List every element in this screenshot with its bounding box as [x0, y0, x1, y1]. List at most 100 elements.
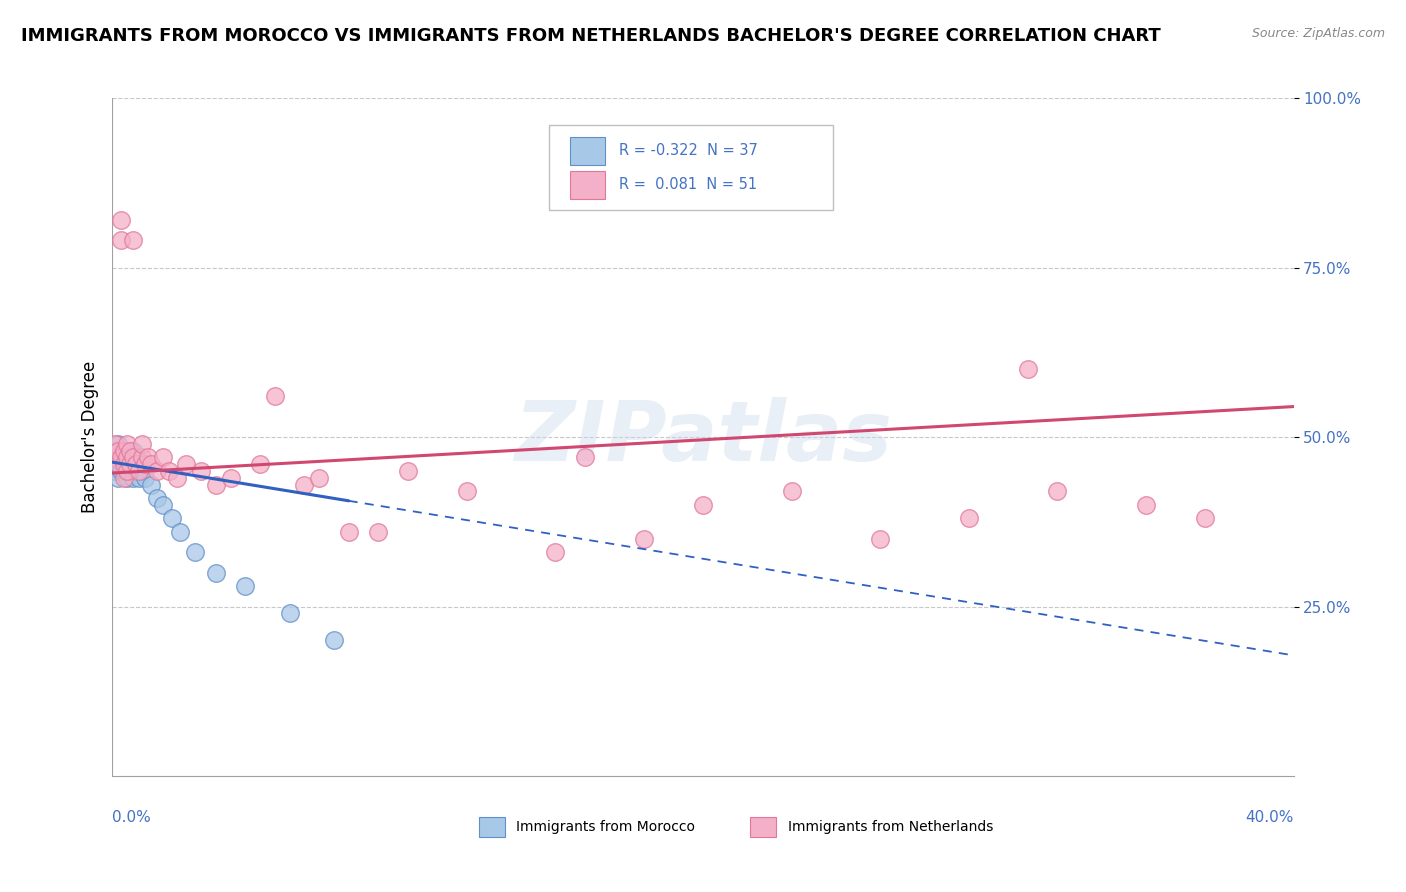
Point [780, 484, 803, 499]
Text: ZIPatlas: ZIPatlas [515, 397, 891, 477]
Point [146, 491, 169, 505]
Point [205, 566, 228, 580]
Point [131, 450, 153, 465]
Point [134, 471, 156, 485]
Text: IMMIGRANTS FROM MOROCCO VS IMMIGRANTS FROM NETHERLANDS BACHELOR'S DEGREE CORRELA: IMMIGRANTS FROM MOROCCO VS IMMIGRANTS FR… [21, 27, 1161, 45]
Point [152, 498, 174, 512]
Point [110, 464, 132, 478]
Point [112, 457, 135, 471]
Point [134, 457, 156, 471]
Point [120, 464, 142, 478]
Point [692, 498, 714, 512]
Point [110, 450, 132, 465]
Point [107, 471, 129, 485]
Point [131, 464, 153, 478]
Point [139, 477, 162, 491]
Text: Source: ZipAtlas.com: Source: ZipAtlas.com [1251, 27, 1385, 40]
Point [125, 457, 148, 471]
Point [367, 524, 389, 539]
Point [574, 450, 596, 465]
Point [278, 607, 301, 621]
FancyBboxPatch shape [550, 125, 832, 210]
Point [190, 464, 212, 478]
FancyBboxPatch shape [569, 170, 605, 199]
Point [136, 450, 159, 465]
Point [125, 464, 148, 478]
Point [157, 464, 180, 478]
Point [112, 457, 135, 471]
Point [122, 443, 145, 458]
Point [1194, 511, 1216, 525]
Text: R = -0.322  N = 37: R = -0.322 N = 37 [619, 144, 758, 159]
Point [122, 471, 145, 485]
Point [122, 457, 145, 471]
Point [104, 450, 127, 465]
Point [337, 524, 360, 539]
Point [869, 532, 891, 546]
Point [107, 443, 129, 458]
Point [146, 464, 169, 478]
Point [104, 450, 127, 465]
Point [152, 450, 174, 465]
Point [128, 464, 150, 478]
Point [169, 524, 191, 539]
Point [120, 443, 142, 458]
Point [1017, 362, 1039, 376]
Point [120, 450, 142, 465]
Text: Immigrants from Netherlands: Immigrants from Netherlands [787, 820, 994, 834]
Point [633, 532, 655, 546]
Point [219, 471, 242, 485]
Text: R =  0.081  N = 51: R = 0.081 N = 51 [619, 178, 758, 193]
Point [1135, 498, 1157, 512]
Point [110, 450, 132, 465]
Point [110, 213, 132, 227]
Point [957, 511, 980, 525]
Point [292, 477, 315, 491]
Y-axis label: Bachelor's Degree: Bachelor's Degree [80, 361, 98, 513]
Point [117, 457, 138, 471]
Point [122, 450, 145, 465]
Text: 0.0%: 0.0% [112, 810, 152, 825]
Point [184, 545, 207, 559]
Point [112, 443, 135, 458]
Point [107, 437, 129, 451]
Point [112, 464, 135, 478]
Point [308, 471, 330, 485]
Point [264, 389, 287, 403]
Point [107, 457, 129, 471]
Point [117, 464, 138, 478]
Point [104, 443, 127, 458]
Point [125, 450, 148, 465]
FancyBboxPatch shape [751, 817, 776, 837]
Text: Immigrants from Morocco: Immigrants from Morocco [516, 820, 696, 834]
Point [117, 437, 138, 451]
Point [166, 471, 188, 485]
FancyBboxPatch shape [478, 817, 505, 837]
Point [112, 450, 135, 465]
Point [323, 633, 346, 648]
Point [131, 437, 153, 451]
FancyBboxPatch shape [569, 136, 605, 165]
Point [107, 450, 129, 465]
Point [174, 457, 197, 471]
Point [249, 457, 271, 471]
Point [117, 450, 138, 465]
Point [396, 464, 419, 478]
Point [104, 437, 127, 451]
Point [139, 457, 162, 471]
Point [117, 443, 138, 458]
Point [160, 511, 183, 525]
Point [233, 579, 256, 593]
Point [104, 464, 127, 478]
Point [107, 457, 129, 471]
Point [456, 484, 478, 499]
Point [128, 471, 150, 485]
Point [122, 234, 145, 248]
Point [112, 471, 135, 485]
Point [120, 457, 142, 471]
Point [544, 545, 567, 559]
Point [1046, 484, 1069, 499]
Point [110, 234, 132, 248]
Point [104, 457, 127, 471]
Point [117, 471, 138, 485]
